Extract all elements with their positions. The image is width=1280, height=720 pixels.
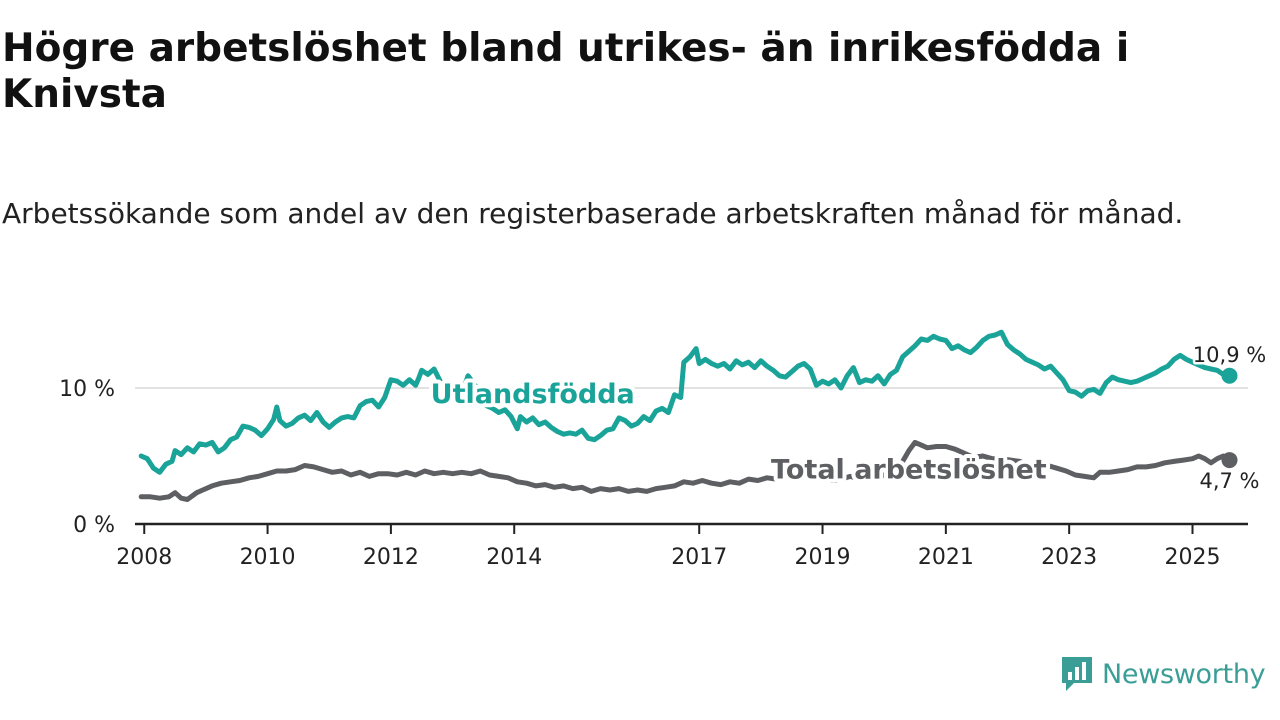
brand-name: Newsworthy [1102,658,1266,690]
series-end-point-1 [1221,452,1238,469]
x-tick-label: 2025 [1165,545,1221,570]
x-tick-label: 2019 [795,545,851,570]
y-axis-ticks: 0 % 10 % [59,377,115,538]
series-end-label-1: 4,7 % [1199,469,1259,493]
line-chart: 0 % 10 % 2008 2010 2012 2014 2017 2019 2021 2023… [59,329,1269,570]
series-lines [138,329,1238,502]
chart-subtitle: Arbetssökande som andel av den registerb… [2,197,1184,230]
series-annotation-0: Utlandsfödda [431,379,635,410]
x-tick-label: 2008 [116,545,172,570]
x-tick-label: 2010 [240,545,296,570]
newsworthy-logo: Newsworthy [1060,654,1266,694]
x-tick-label: 2012 [363,545,419,570]
series-end-point-0 [1221,367,1238,384]
page-title: Högre arbetslöshet bland utrikes- än inr… [2,26,1130,117]
x-axis-ticks: 2008 2010 2012 2014 2017 2019 2021 2023 2025 [116,524,1221,570]
series-line-1 [138,439,1232,502]
x-tick-label: 2014 [486,545,542,570]
x-tick-label: 2017 [671,545,727,570]
y-tick-label: 10 % [59,377,115,402]
series-line-0 [138,329,1232,475]
x-tick-label: 2021 [918,545,974,570]
series-annotation-1: Total arbetslöshet [771,454,1047,485]
x-tick-label: 2023 [1041,545,1097,570]
y-tick-label: 0 % [73,513,115,538]
series-labels: 10,9 % 4,7 % Utlandsfödda Total arbetslöshe… [427,340,1269,495]
newsworthy-logo-icon [1062,657,1092,691]
series-end-label-0: 10,9 % [1193,343,1266,367]
